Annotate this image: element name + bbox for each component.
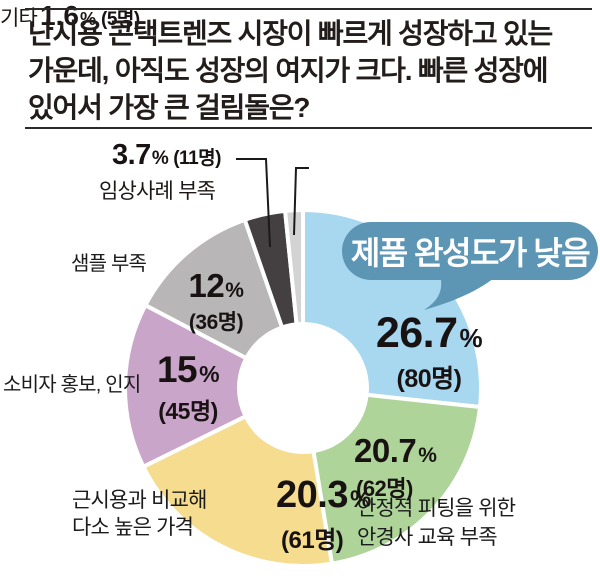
percent-sign: % [151,148,169,169]
segment-value-optician-training: 20.7% (62명) [354,432,437,503]
sample-count: (36명) [188,311,244,334]
segment-value-sample-shortage: 12% (36명) [189,267,244,336]
price-count: (61명) [281,527,344,554]
segment-label-optician-training: 안정적 피팅을 위한 안경사 교육 부족 [357,497,516,549]
leader-line-clinical-cases [236,158,271,248]
percent-sign: % [199,361,220,387]
consumer-count: (45명) [158,398,218,424]
sample-percent-value: 12 [188,267,225,304]
callout-bubble-product-quality: 제품 완성도가 낮음 [342,222,598,280]
segment-label-clinical-cases: 3.7% (11명) 임상사례 부족 [99,139,221,205]
pie-segment-sample-shortage [143,217,285,361]
clinical-cases-count: (11명) [173,148,221,169]
price-percent-value: 20.3 [276,474,348,516]
segment-label-consumer-awareness: 소비자 홍보, 인지 [3,374,141,396]
segment-label-high-price: 근시용과 비교해 다소 높은 가격 [72,489,207,539]
clinical-cases-percent-value: 3.7 [112,139,151,171]
percent-sign: % [459,323,483,353]
percent-sign: % [79,9,96,29]
segment-label-etc: 기타 1.6% (5명) [0,0,600,32]
etc-name: 기타 [0,7,38,30]
training-percent-value: 20.7 [354,432,417,469]
percent-sign: % [418,444,437,467]
training-count: (62명) [356,476,413,501]
segment-value-high-price: 20.3% (61명) [276,474,371,555]
segment-label-sample-shortage: 샘플 부족 [71,253,147,275]
clinical-cases-name: 임상사례 부족 [99,180,216,203]
pie-segment-optician-training [311,392,482,566]
pie-segment-high-price [141,414,334,568]
etc-percent-value: 1.6 [40,0,79,31]
pie-segment-consumer-awareness [123,303,249,469]
percent-sign: % [349,486,371,513]
chart-question-title: 난시용 콘택트렌즈 시장이 빠르게 성장하고 있는 가운데, 아직도 성장의 여… [28,18,553,123]
leader-line-etc [293,167,309,236]
consumer-percent-value: 15 [156,349,198,390]
product-count: (80명) [396,365,462,393]
segment-value-product-quality: 26.7% (80명) [375,309,483,395]
etc-count: (5명) [101,9,140,30]
callout-tail [424,272,501,310]
segment-value-consumer-awareness: 15% (45명) [156,349,220,426]
title-rule-top [25,8,592,10]
pie-segment-etc [283,207,305,327]
title-rule-bottom [25,127,592,129]
callout-label: 제품 완성도가 낮음 [350,235,591,271]
product-percent-value: 26.7 [375,309,458,357]
percent-sign: % [225,279,244,302]
